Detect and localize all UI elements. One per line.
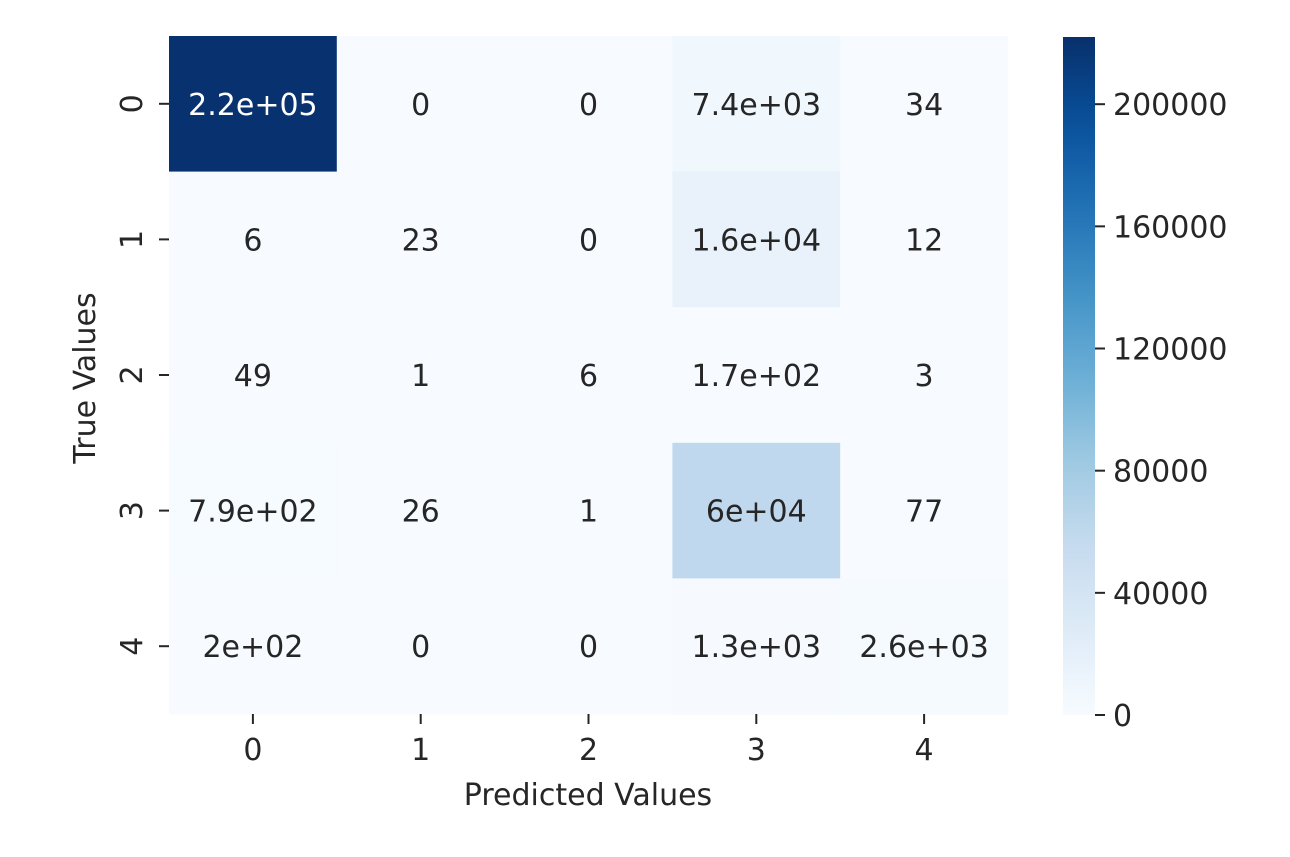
y-tick-label-0: 0 bbox=[115, 94, 150, 113]
x-tick-label-4: 4 bbox=[915, 733, 934, 768]
colorbar-tick-label-4: 160000 bbox=[1113, 210, 1228, 245]
cell-annotation-1-2: 0 bbox=[579, 223, 598, 258]
heatmap-cell-1-1 bbox=[336, 171, 506, 308]
cell-annotation-4-4: 2.6e+03 bbox=[859, 630, 988, 665]
colorbar-tick-label-3: 120000 bbox=[1113, 333, 1228, 368]
heatmap-cell-4-3 bbox=[672, 578, 841, 715]
heatmap-cell-2-4 bbox=[840, 307, 1009, 444]
x-axis-label: Predicted Values bbox=[464, 778, 712, 813]
heatmap-cell-1-0 bbox=[169, 171, 338, 308]
cell-annotation-0-4: 34 bbox=[905, 88, 943, 123]
cell-annotation-3-0: 7.9e+02 bbox=[188, 495, 317, 530]
cell-annotation-0-3: 7.4e+03 bbox=[692, 88, 821, 123]
heatmap-cell-0-4 bbox=[840, 36, 1009, 173]
cell-annotation-1-1: 23 bbox=[402, 223, 440, 258]
x-axis-ticks: 0 1 2 3 4 bbox=[243, 714, 934, 768]
cell-annotation-4-2: 0 bbox=[579, 630, 598, 665]
colorbar-tick-label-1: 40000 bbox=[1113, 577, 1208, 612]
colorbar-tick-label-2: 80000 bbox=[1113, 455, 1208, 490]
y-axis-ticks: 0 1 2 3 4 bbox=[115, 94, 169, 656]
heatmap-cell-1-4 bbox=[840, 171, 1009, 308]
x-tick-label-2: 2 bbox=[579, 733, 598, 768]
heatmap-cell-3-2 bbox=[504, 442, 673, 579]
heatmap-cell-1-3 bbox=[672, 171, 841, 308]
cell-annotation-4-3: 1.3e+03 bbox=[692, 630, 821, 665]
heatmap-cell-4-4 bbox=[840, 578, 1009, 715]
cell-annotation-3-4: 77 bbox=[905, 495, 943, 530]
y-axis-label: True Values bbox=[68, 292, 103, 464]
x-tick-label-3: 3 bbox=[747, 733, 766, 768]
heatmap-cell-1-2 bbox=[504, 171, 673, 308]
y-tick-label-4: 4 bbox=[115, 637, 150, 656]
heatmap-cell-3-4 bbox=[840, 442, 1009, 579]
y-tick-label-3: 3 bbox=[115, 501, 150, 520]
cell-annotation-4-1: 0 bbox=[411, 630, 430, 665]
x-tick-label-0: 0 bbox=[243, 733, 262, 768]
cell-annotation-0-2: 0 bbox=[579, 88, 598, 123]
heatmap-cell-3-3 bbox=[672, 442, 841, 579]
heatmap-cell-2-1 bbox=[336, 307, 506, 444]
cell-annotation-3-3: 6e+04 bbox=[706, 495, 807, 530]
colorbar-tick-label-0: 0 bbox=[1113, 699, 1132, 734]
heatmap-cell-0-1 bbox=[336, 36, 506, 173]
heatmap-cell-0-0 bbox=[169, 36, 338, 173]
heatmap-cell-2-3 bbox=[672, 307, 841, 444]
heatmap-cell-4-1 bbox=[336, 578, 506, 715]
y-tick-label-1: 1 bbox=[115, 230, 150, 249]
cell-annotation-2-3: 1.7e+02 bbox=[692, 359, 821, 394]
colorbar bbox=[1063, 37, 1095, 715]
heatmap-cell-4-0 bbox=[169, 578, 338, 715]
cell-annotation-1-0: 6 bbox=[243, 223, 262, 258]
heatmap-cell-0-2 bbox=[504, 36, 673, 173]
cell-annotation-2-0: 49 bbox=[234, 359, 272, 394]
cell-annotation-0-0: 2.2e+05 bbox=[188, 88, 317, 123]
colorbar-tick-label-5: 200000 bbox=[1113, 88, 1228, 123]
heatmap-cell-0-3 bbox=[672, 36, 841, 173]
cell-annotation-3-2: 1 bbox=[579, 495, 598, 530]
heatmap-cell-4-2 bbox=[504, 578, 673, 715]
cell-annotation-4-0: 2e+02 bbox=[202, 630, 303, 665]
heatmap-cell-3-0 bbox=[169, 442, 338, 579]
cell-annotations: 2.2e+05 0 0 7.4e+03 34 6 23 0 1.6e+04 12 49 1 6 1.7e+… bbox=[188, 88, 989, 665]
cell-annotation-2-1: 1 bbox=[411, 359, 430, 394]
heatmap-cell-2-2 bbox=[504, 307, 673, 444]
cell-annotation-1-4: 12 bbox=[905, 223, 943, 258]
cell-annotation-0-1: 0 bbox=[411, 88, 430, 123]
cell-annotation-2-4: 3 bbox=[915, 359, 934, 394]
cell-annotation-3-1: 26 bbox=[402, 495, 440, 530]
heatmap-cell-3-1 bbox=[336, 442, 506, 579]
colorbar-ticks: 0 40000 80000 120000 160000 200000 bbox=[1095, 88, 1228, 734]
cell-annotation-1-3: 1.6e+04 bbox=[692, 223, 821, 258]
y-tick-label-2: 2 bbox=[115, 365, 150, 384]
cell-annotation-2-2: 6 bbox=[579, 359, 598, 394]
x-tick-label-1: 1 bbox=[411, 733, 430, 768]
heatmap-cell-2-0 bbox=[169, 307, 338, 444]
heatmap-cells bbox=[169, 36, 1009, 715]
